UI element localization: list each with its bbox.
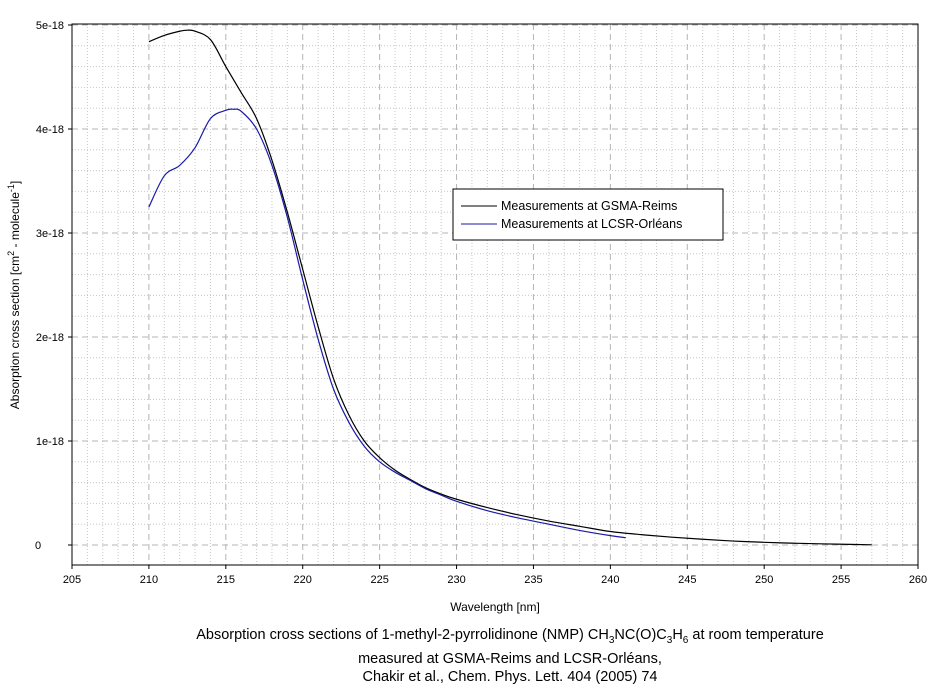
x-tick-label: 225 — [370, 574, 388, 586]
caption-line-2: measured at GSMA-Reims and LCSR-Orléans, — [358, 650, 662, 667]
caption-line-3: Chakir et al., Chem. Phys. Lett. 404 (20… — [362, 668, 658, 685]
x-tick-label: 230 — [447, 574, 465, 586]
legend-box — [452, 188, 724, 241]
y-tick-label: 2e-18 — [36, 332, 64, 344]
series-line-0 — [148, 29, 872, 546]
y-tick-label: 0 — [35, 540, 41, 552]
series-layer — [148, 29, 872, 546]
x-tick-label: 210 — [140, 574, 158, 586]
caption-line-1: Absorption cross sections of 1-methyl-2-… — [196, 627, 824, 646]
x-tick-label: 215 — [217, 574, 235, 586]
y-tick-label: 5e-18 — [36, 20, 64, 32]
major-grid — [72, 24, 918, 565]
x-tick-label: 255 — [832, 574, 850, 586]
legend-label-gsma: Measurements at GSMA-Reims — [501, 199, 677, 213]
x-tick-label: 235 — [524, 574, 542, 586]
y-axis-ticks: 0 1e-18 2e-18 3e-18 4e-18 5e-18 — [35, 20, 72, 552]
minor-grid — [72, 24, 918, 565]
series-line-1 — [148, 108, 626, 539]
legend: Measurements at GSMA-Reims Measurements … — [452, 188, 724, 241]
y-tick-label: 1e-18 — [36, 436, 64, 448]
plot-frame — [71, 23, 919, 566]
x-axis-label: Wavelength [nm] — [450, 600, 540, 614]
x-tick-label: 240 — [601, 574, 619, 586]
x-tick-label: 220 — [294, 574, 312, 586]
x-tick-label: 250 — [755, 574, 773, 586]
legend-label-lcsr: Measurements at LCSR-Orléans — [501, 217, 682, 231]
x-tick-label: 260 — [909, 574, 927, 586]
figure-caption: Absorption cross sections of 1-methyl-2-… — [140, 626, 880, 686]
x-axis-ticks: 205 210 215 220 225 230 235 240 245 250 255 260 — [63, 565, 927, 586]
x-tick-label: 245 — [678, 574, 696, 586]
y-tick-label: 3e-18 — [36, 228, 64, 240]
y-axis-label: Absorption cross section [cm2 - molecule… — [6, 181, 22, 409]
x-tick-label: 205 — [63, 574, 81, 586]
y-tick-label: 4e-18 — [36, 124, 64, 136]
